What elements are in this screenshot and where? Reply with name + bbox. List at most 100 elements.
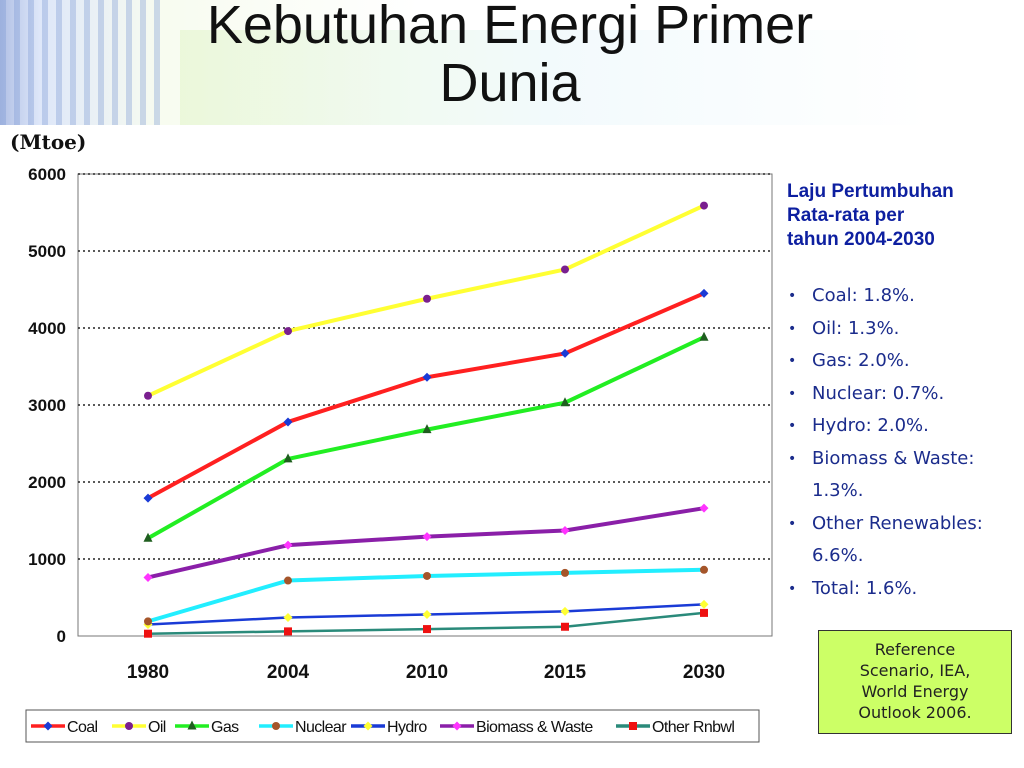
data-point-hydro: [422, 609, 432, 619]
growth-item: • Oil: 1.3%.: [786, 313, 1022, 346]
growth-item-text: Coal: 1.8%.: [812, 285, 915, 306]
growth-heading-line1: Laju Pertumbuhan: [787, 181, 954, 202]
y-tick-label: 2000: [28, 473, 66, 492]
data-point-coal: [143, 493, 153, 503]
data-point-gas: [560, 397, 570, 407]
slide-title-line1: Kebutuhan Energi Primer: [206, 0, 814, 55]
data-point-biomass-waste: [422, 532, 432, 542]
bullet-icon: •: [788, 320, 797, 337]
growth-item: • Biomass & Waste: 1.3%.: [786, 443, 1022, 508]
data-point-coal: [560, 348, 570, 358]
legend-marker: [125, 722, 133, 730]
data-point-oil: [284, 327, 292, 336]
background-glow: [180, 30, 930, 125]
data-point-biomass-waste: [699, 503, 709, 513]
legend-marker: [363, 721, 373, 731]
growth-item-text: Other Renewables: 6.6%.: [812, 512, 983, 567]
growth-item-text: Total: 1.6%.: [812, 577, 918, 599]
reference-box: Reference Scenario, IEA, World Energy Ou…: [818, 630, 1012, 734]
y-tick-label: 6000: [28, 165, 66, 184]
data-point-other-rnbwl: [561, 622, 569, 631]
x-tick-label: 2004: [267, 662, 310, 683]
legend-marker: [272, 722, 280, 730]
y-tick-label: 4000: [28, 319, 66, 338]
data-point-hydro: [699, 599, 709, 609]
growth-rate-heading: Laju Pertumbuhan Rata-rata per tahun 200…: [787, 180, 1017, 252]
growth-item-text: Oil: 1.3%.: [812, 317, 900, 339]
chart-legend: Coal Oil Gas Nuclear Hydro Biomass & Waste Oth…: [25, 709, 760, 743]
legend-label: Nuclear: [295, 719, 347, 736]
growth-item: • Nuclear: 0.7%.: [786, 378, 1022, 411]
bullet-icon: •: [788, 288, 797, 304]
data-point-oil: [423, 294, 431, 303]
data-point-other-rnbwl: [144, 629, 152, 638]
data-point-biomass-waste: [560, 526, 570, 536]
data-point-nuclear: [561, 568, 569, 577]
y-tick-label: 3000: [28, 396, 66, 415]
data-point-nuclear: [423, 571, 431, 580]
y-tick-label: 0: [57, 627, 66, 646]
legend-marker: [629, 722, 637, 730]
growth-item: • Gas: 2.0%.: [786, 345, 1022, 378]
data-point-coal: [283, 417, 293, 427]
growth-item-text: Hydro: 2.0%.: [812, 415, 929, 436]
data-point-biomass-waste: [283, 540, 293, 550]
growth-heading-line3: tahun 2004-2030: [787, 229, 935, 250]
x-tick-label: 2030: [683, 662, 725, 683]
data-point-nuclear: [284, 576, 292, 585]
reference-line2: Scenario, IEA,: [859, 661, 971, 680]
data-point-nuclear: [144, 617, 152, 626]
legend-marker: [452, 721, 462, 731]
x-tick-label: 1980: [127, 662, 169, 683]
data-point-other-rnbwl: [700, 608, 708, 617]
data-point-gas: [422, 424, 432, 434]
data-point-hydro: [560, 606, 570, 616]
growth-heading-line2: Rata-rata per: [787, 205, 905, 226]
data-point-gas: [699, 331, 709, 341]
data-point-nuclear: [700, 565, 708, 574]
y-tick-label: 5000: [28, 242, 66, 261]
growth-item-text: Gas: 2.0%.: [812, 350, 910, 371]
data-point-coal: [699, 288, 709, 298]
reference-line4: Outlook 2006.: [858, 703, 972, 722]
growth-rate-list: • Coal: 1.8%. • Oil: 1.3%. • Gas: 2.0%. • Nucle…: [786, 280, 1022, 605]
growth-item: • Hydro: 2.0%.: [786, 410, 1022, 443]
data-point-biomass-waste: [143, 572, 153, 582]
data-point-other-rnbwl: [423, 625, 431, 634]
slide-title-line2: Dunia: [439, 53, 581, 113]
data-point-coal: [422, 372, 432, 382]
growth-item-text: Biomass & Waste: 1.3%.: [812, 447, 975, 502]
y-unit-label: (Mtoe): [10, 130, 86, 154]
reference-line3: World Energy: [861, 682, 969, 701]
data-point-hydro: [283, 613, 293, 623]
reference-line1: Reference: [874, 640, 956, 659]
legend-label: Gas: [211, 719, 239, 736]
bullet-icon: •: [788, 418, 797, 434]
bullet-icon: •: [788, 450, 797, 467]
legend-label: Hydro: [387, 719, 427, 736]
data-point-oil: [561, 265, 569, 274]
y-tick-label: 1000: [28, 550, 66, 569]
growth-item: • Coal: 1.8%.: [786, 280, 1022, 313]
growth-item: • Total: 1.6%.: [786, 573, 1022, 606]
energy-demand-chart: (Mtoe) 0 1000 2000 3000 4000 5000 6000 1980 2004 2…: [10, 130, 773, 743]
growth-item-text: Nuclear: 0.7%.: [812, 382, 945, 404]
slide-title: Kebutuhan Energi Primer Dunia: [80, 0, 940, 112]
data-point-other-rnbwl: [284, 627, 292, 636]
legend-label: Oil: [148, 719, 166, 736]
legend-label: Other Rnbwl: [652, 719, 734, 736]
bullet-icon: •: [788, 515, 797, 532]
data-point-gas: [283, 453, 293, 463]
bullet-icon: •: [788, 385, 797, 402]
legend-marker: [43, 721, 53, 731]
growth-item: • Other Renewables: 6.6%.: [786, 508, 1022, 573]
data-point-oil: [700, 201, 708, 210]
x-tick-label: 2015: [544, 662, 587, 683]
bullet-icon: •: [788, 580, 797, 597]
data-point-oil: [144, 391, 152, 400]
legend-label: Coal: [67, 719, 98, 736]
legend-marker: [187, 720, 197, 730]
bullet-icon: •: [788, 353, 797, 369]
data-point-gas: [143, 532, 153, 542]
legend-label: Biomass & Waste: [476, 719, 593, 736]
